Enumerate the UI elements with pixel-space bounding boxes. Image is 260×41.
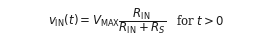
Text: $v_{\mathrm{IN}}(t) = V_{\mathrm{MAX}} \dfrac{R_{\mathrm{IN}}}{R_{\mathrm{IN}} +: $v_{\mathrm{IN}}(t) = V_{\mathrm{MAX}} \…	[48, 6, 166, 36]
Text: for $t > 0$: for $t > 0$	[176, 14, 224, 28]
